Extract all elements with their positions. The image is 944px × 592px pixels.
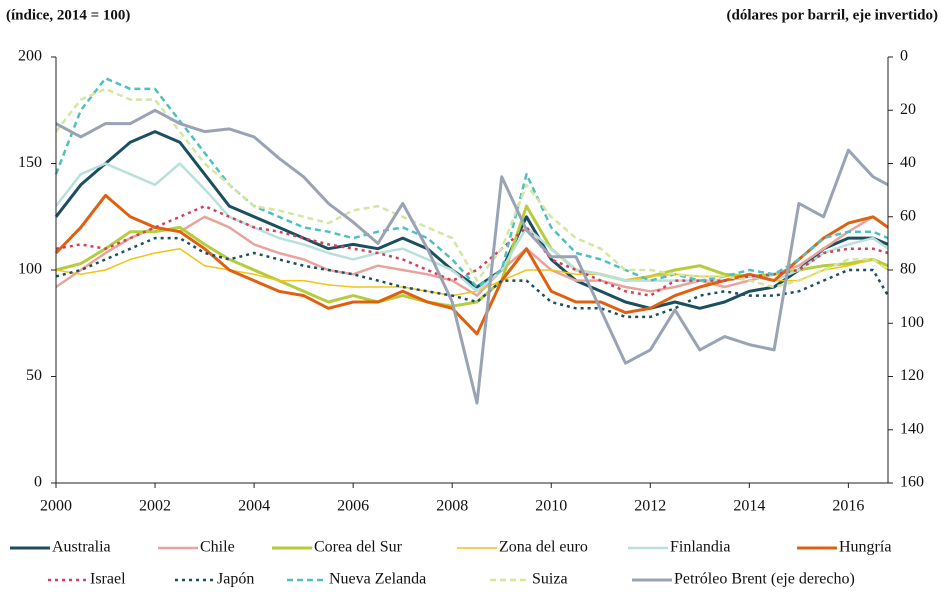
legend-label: Chile — [200, 539, 235, 556]
legend-label: Suiza — [532, 571, 568, 588]
legend-label: Japón — [217, 571, 254, 588]
legend-label: Petróleo Brent (eje derecho) — [674, 571, 855, 588]
legend-label: Corea del Sur — [314, 539, 403, 556]
series-line — [55, 204, 889, 297]
series-line — [54, 77, 889, 289]
x-tick-label: 2008 — [436, 498, 468, 515]
x-tick-label: 2012 — [634, 498, 666, 515]
y2-tick-label: 60 — [900, 207, 916, 224]
y2-tick-label: 120 — [900, 367, 924, 384]
x-tick-label: 2014 — [733, 498, 765, 515]
y2-tick-label: 20 — [900, 101, 916, 118]
x-tick-label: 2000 — [40, 498, 72, 515]
y2-tick-label: 100 — [900, 314, 924, 331]
legend-label: Hungría — [839, 539, 891, 556]
y-tick-label: 200 — [18, 48, 42, 65]
y2-tick-label: 140 — [900, 420, 924, 437]
y2-tick-label: 40 — [900, 154, 916, 171]
series-line — [55, 108, 889, 405]
x-tick-label: 2016 — [832, 498, 864, 515]
legend-label: Finlandia — [670, 539, 730, 556]
left-axis-label: (índice, 2014 = 100) — [6, 7, 130, 23]
legend-label: Zona del euro — [499, 539, 588, 556]
y-tick-label: 0 — [34, 474, 42, 491]
y-tick-label: 100 — [18, 261, 42, 278]
series-line — [54, 193, 889, 336]
y2-tick-label: 160 — [900, 474, 924, 491]
y2-tick-label: 80 — [900, 261, 916, 278]
legend-label: Israel — [90, 571, 126, 588]
y2-tick-label: 0 — [900, 48, 908, 65]
series-line — [55, 236, 890, 319]
y-tick-label: 50 — [26, 367, 42, 384]
series-line — [54, 130, 889, 310]
legend-label: Nueva Zelanda — [329, 571, 426, 588]
y-tick-label: 150 — [18, 154, 42, 171]
x-tick-label: 2004 — [238, 498, 270, 515]
series-line — [55, 87, 889, 289]
right-axis-label: (dólares por barril, eje invertido) — [727, 7, 939, 23]
legend-label: Australia — [52, 539, 111, 556]
x-tick-label: 2010 — [535, 498, 567, 515]
x-tick-label: 2006 — [337, 498, 369, 515]
x-tick-label: 2002 — [139, 498, 171, 515]
